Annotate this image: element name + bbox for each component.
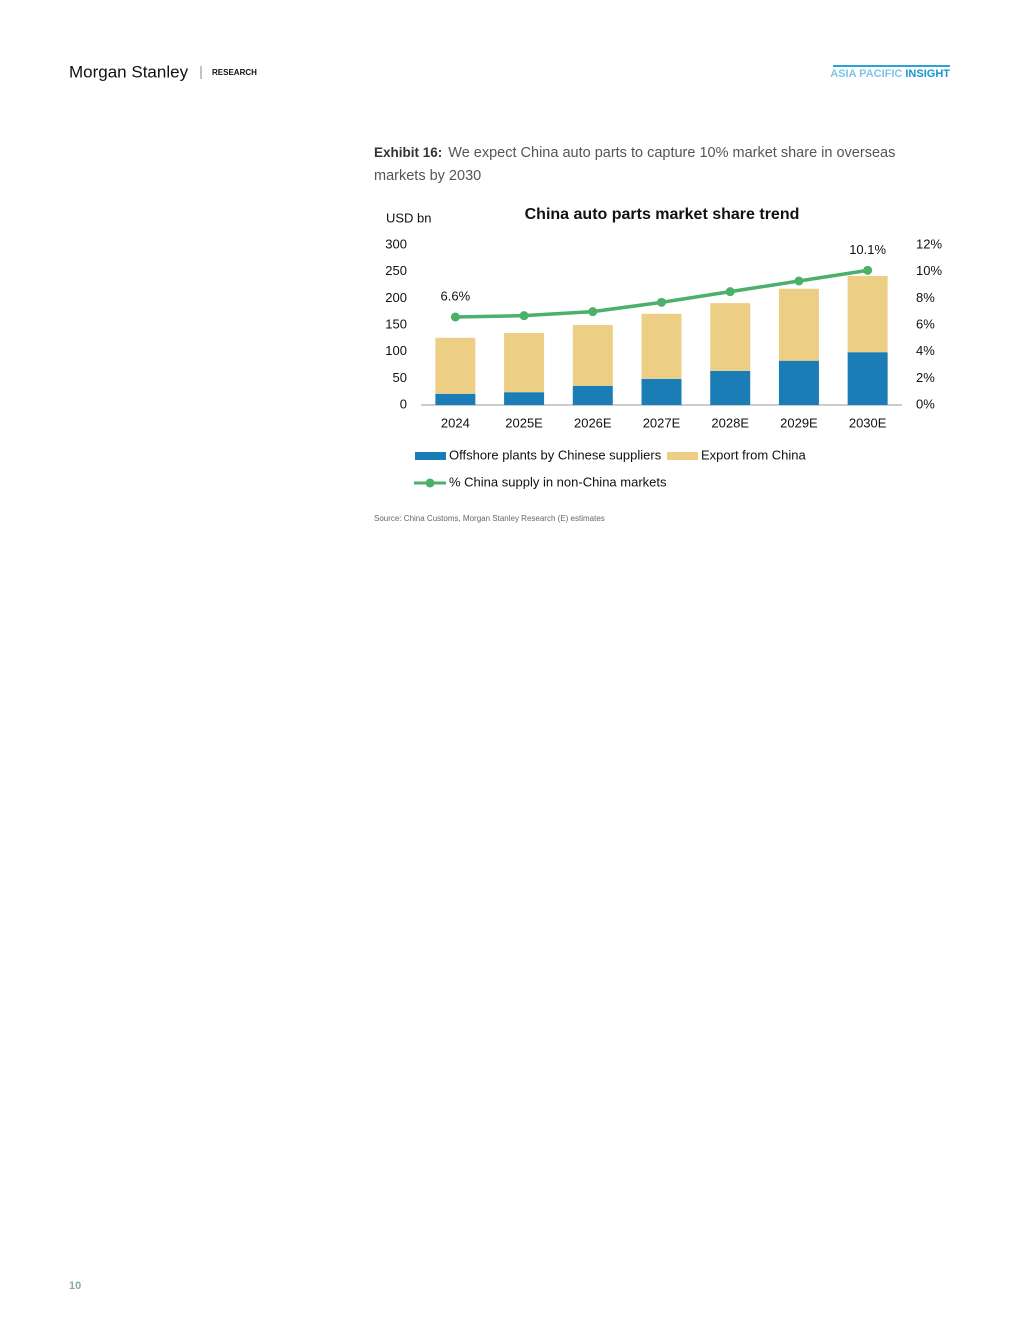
line-marker — [588, 307, 598, 317]
x-tick-label: 2024 — [441, 415, 470, 430]
bar — [435, 337, 476, 394]
bar — [710, 370, 751, 405]
y2-tick-label: 2% — [916, 370, 935, 385]
page-number: 10 — [69, 1280, 81, 1292]
line-marker — [450, 312, 460, 322]
section: RESEARCH — [212, 68, 257, 77]
brand: Morgan Stanley — [69, 62, 189, 81]
line-marker — [519, 311, 529, 321]
bar — [710, 303, 751, 371]
exhibit-caption: Exhibit 16: We expect China auto parts to… — [374, 141, 919, 188]
legend-swatch — [667, 452, 698, 460]
y-tick-label: 300 — [385, 236, 407, 251]
source: Source: China Customs, Morgan Stanley Re… — [374, 514, 605, 523]
y-tick-label: 50 — [393, 370, 407, 385]
x-tick-label: 2030E — [849, 415, 887, 430]
line-marker — [794, 276, 804, 286]
legend-swatch — [415, 452, 446, 460]
y-tick-label: 200 — [385, 290, 407, 305]
legend-label: Export from China — [701, 447, 807, 462]
bar — [847, 352, 888, 405]
y-axis-label: USD bn — [386, 210, 432, 225]
legend-label: Offshore plants by Chinese suppliers — [449, 447, 662, 462]
legend-label: % China supply in non-China markets — [449, 474, 667, 489]
y-tick-label: 0 — [400, 396, 407, 411]
y-tick-label: 150 — [385, 316, 407, 331]
x-tick-label: 2026E — [574, 415, 612, 430]
x-tick-label: 2028E — [711, 415, 749, 430]
y-tick-label: 100 — [385, 343, 407, 358]
chart-title: China auto parts market share trend — [525, 206, 800, 223]
tag-region: ASIA PACIFIC — [830, 68, 902, 80]
bar — [641, 378, 682, 405]
bar — [435, 393, 476, 405]
x-tick-label: 2029E — [780, 415, 818, 430]
x-tick-label: 2027E — [643, 415, 681, 430]
bar — [778, 360, 819, 405]
y-tick-label: 250 — [385, 263, 407, 278]
bar — [778, 288, 819, 361]
caption-text: We expect China auto parts to capture 10… — [374, 145, 896, 184]
line-marker — [657, 297, 666, 307]
tag: ASIA PACIFIC INSIGHT — [830, 68, 950, 80]
line-marker — [725, 287, 735, 297]
bar — [572, 325, 613, 386]
bar — [504, 333, 545, 393]
line-marker — [863, 265, 873, 275]
bar — [641, 313, 682, 379]
y2-tick-label: 6% — [916, 316, 935, 331]
data-label: 10.1% — [849, 242, 886, 257]
y2-tick-label: 10% — [916, 263, 942, 278]
exhibit-label: Exhibit 16: — [374, 145, 443, 160]
bar — [504, 392, 545, 405]
legend-swatch-marker — [425, 478, 435, 488]
y2-tick-label: 4% — [916, 343, 935, 358]
x-tick-label: 2025E — [505, 415, 543, 430]
y2-tick-label: 8% — [916, 290, 935, 305]
tag-label: INSIGHT — [905, 68, 950, 80]
y2-tick-label: 0% — [916, 396, 935, 411]
y2-tick-label: 12% — [916, 236, 942, 251]
bar — [572, 385, 613, 405]
data-label: 6.6% — [441, 288, 471, 303]
bar — [847, 275, 888, 353]
